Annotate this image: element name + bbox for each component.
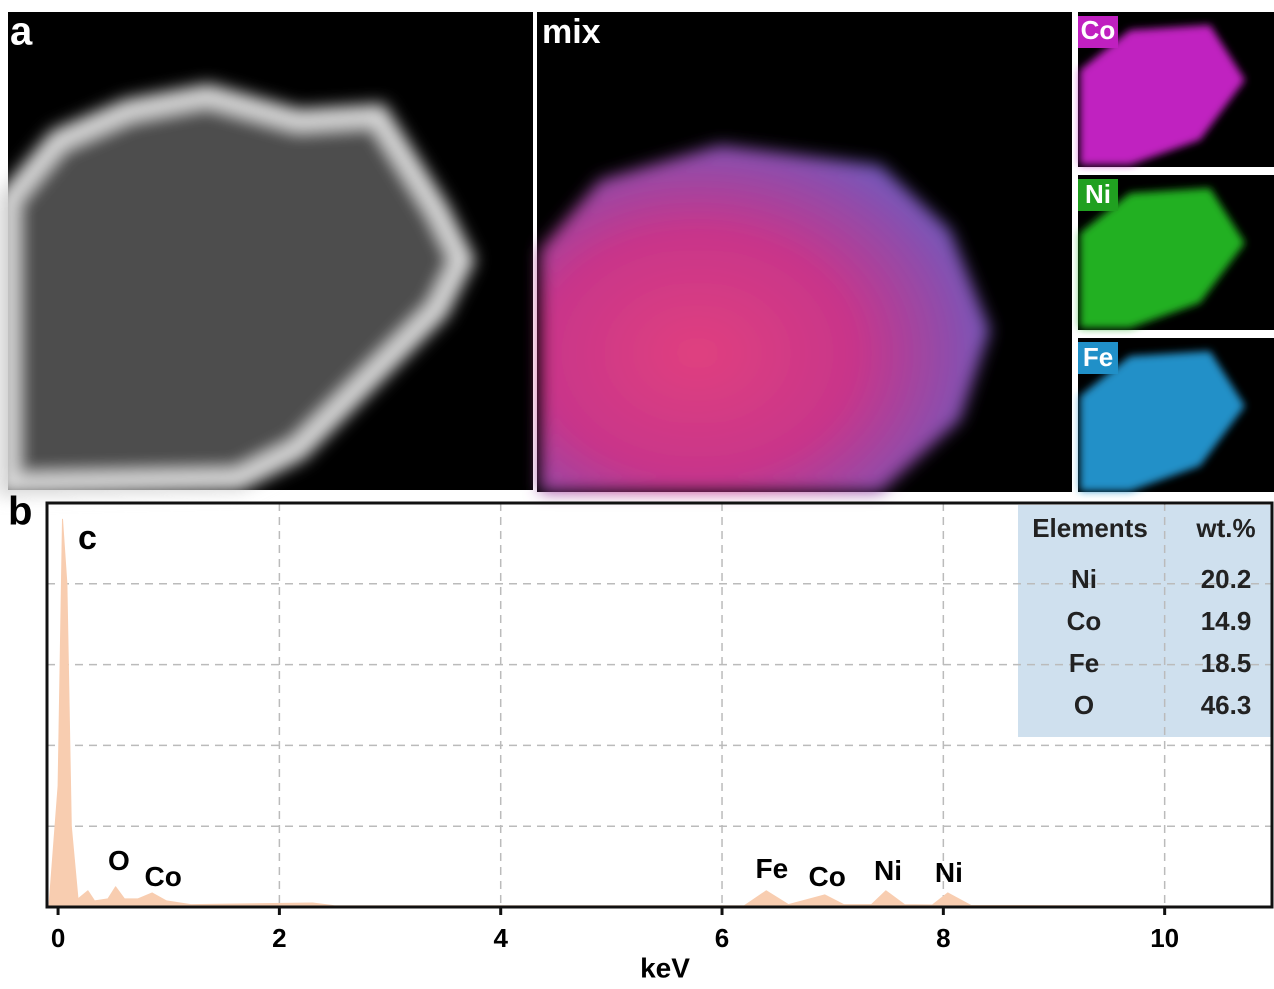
panel-label: mix: [542, 13, 601, 51]
table-cell: Co: [1067, 606, 1102, 636]
x-tick-label: 10: [1150, 923, 1179, 953]
peak-label: Co: [145, 861, 182, 892]
x-tick-label: 0: [51, 923, 65, 953]
x-tick-label: 4: [493, 923, 508, 953]
table-header: Elements: [1032, 513, 1148, 543]
panel-label: a: [10, 10, 33, 54]
table-cell: 14.9: [1201, 606, 1252, 636]
table-header: wt.%: [1195, 513, 1255, 543]
map-label: Co: [1081, 15, 1116, 45]
x-tick-label: 8: [936, 923, 950, 953]
peak-label: Ni: [874, 855, 902, 886]
table-cell: Fe: [1069, 648, 1099, 678]
peak-label: Co: [808, 861, 845, 892]
x-axis-label: keV: [640, 952, 690, 983]
x-tick-label: 6: [715, 923, 729, 953]
peak-label: O: [108, 845, 130, 876]
table-cell: 20.2: [1201, 564, 1252, 594]
x-tick-label: 2: [272, 923, 286, 953]
table-cell: O: [1074, 690, 1094, 720]
table-cell: Ni: [1071, 564, 1097, 594]
table-cell: 46.3: [1201, 690, 1252, 720]
peak-label: Ni: [935, 857, 963, 888]
map-label: Fe: [1083, 342, 1113, 372]
panel-label: c: [78, 519, 97, 557]
peak-label: Fe: [755, 853, 788, 884]
figure: a mix Co Ni Fe b c keV 0 2 4 6 8 10 O Co Fe Co Ni N…: [0, 0, 1274, 989]
map-label: Ni: [1085, 179, 1111, 209]
panel-label: b: [8, 490, 32, 534]
table-cell: 18.5: [1201, 648, 1252, 678]
